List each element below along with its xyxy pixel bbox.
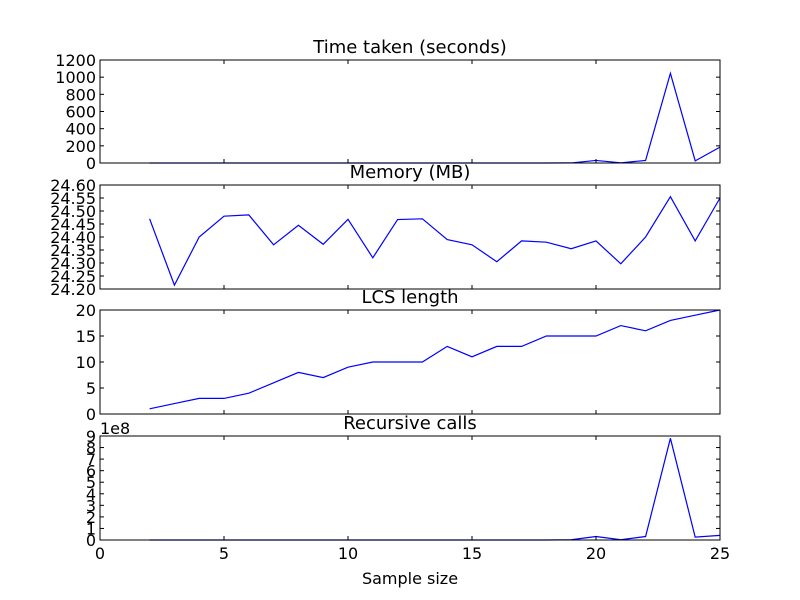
y-tick-label: 24.30 xyxy=(50,254,96,273)
y-tick-label: 10 xyxy=(76,353,96,372)
plot-frame xyxy=(99,435,721,541)
y-tick-label: 20 xyxy=(76,301,96,320)
y-tick-label: 4 xyxy=(86,485,96,504)
x-tick-label: 10 xyxy=(338,544,358,563)
subplot-2: 24.2024.2524.3024.3524.4024.4524.5024.55… xyxy=(50,162,721,299)
y-tick-label: 2 xyxy=(86,508,96,527)
series-line-1 xyxy=(149,309,721,410)
x-tick-label: 20 xyxy=(586,544,606,563)
y-tick-label: 6 xyxy=(86,462,96,481)
y-tick-label: 1200 xyxy=(55,51,96,70)
plot-frame xyxy=(99,184,721,290)
y-tick-label: 1000 xyxy=(55,68,96,87)
y-tick-label: 9 xyxy=(86,427,96,446)
plot-frame xyxy=(99,59,721,164)
x-tick-label: 0 xyxy=(95,544,105,563)
y-tick-label: 24.55 xyxy=(50,189,96,208)
x-tick-label: 25 xyxy=(710,544,730,563)
y-tick-label: 0 xyxy=(86,531,96,550)
series-line-1 xyxy=(149,195,721,287)
subplot-title: LCS length xyxy=(361,287,458,308)
y-tick-label: 3 xyxy=(86,496,96,515)
y-tick-label: 24.35 xyxy=(50,241,96,260)
subplot-title: Recursive calls xyxy=(343,413,477,434)
y-tick-label: 0 xyxy=(86,405,96,424)
series-line-1 xyxy=(149,438,721,541)
x-axis-label: Sample size xyxy=(362,569,458,588)
subplot-title: Time taken (seconds) xyxy=(312,37,506,58)
y-tick-label: 7 xyxy=(86,450,96,469)
y-tick-label: 15 xyxy=(76,327,96,346)
y-tick-label: 600 xyxy=(65,103,96,122)
y-tick-label: 800 xyxy=(65,85,96,104)
y-tick-label: 24.60 xyxy=(50,176,96,195)
y-tick-label: 1 xyxy=(86,519,96,538)
subplot-3: 0 5 10 15 20 LCS length xyxy=(76,287,721,424)
y-tick-label: 200 xyxy=(65,137,96,156)
series-line-1 xyxy=(149,71,721,164)
y-offset-label: 1e8 xyxy=(100,419,130,438)
x-tick-label: 5 xyxy=(219,544,229,563)
y-tick-label: 8 xyxy=(86,439,96,458)
y-tick-label: 5 xyxy=(86,473,96,492)
x-tick-label: 15 xyxy=(462,544,482,563)
y-tick-label: 5 xyxy=(86,379,96,398)
y-tick-label: 24.25 xyxy=(50,267,96,286)
y-tick-label: 24.40 xyxy=(50,228,96,247)
y-tick-label: 400 xyxy=(65,120,96,139)
y-tick-label: 24.45 xyxy=(50,215,96,234)
y-tick-label: 0 xyxy=(86,154,96,173)
y-tick-label: 24.20 xyxy=(50,280,96,299)
y-tick-label: 24.50 xyxy=(50,202,96,221)
subplot-title: Memory (MB) xyxy=(350,162,471,183)
